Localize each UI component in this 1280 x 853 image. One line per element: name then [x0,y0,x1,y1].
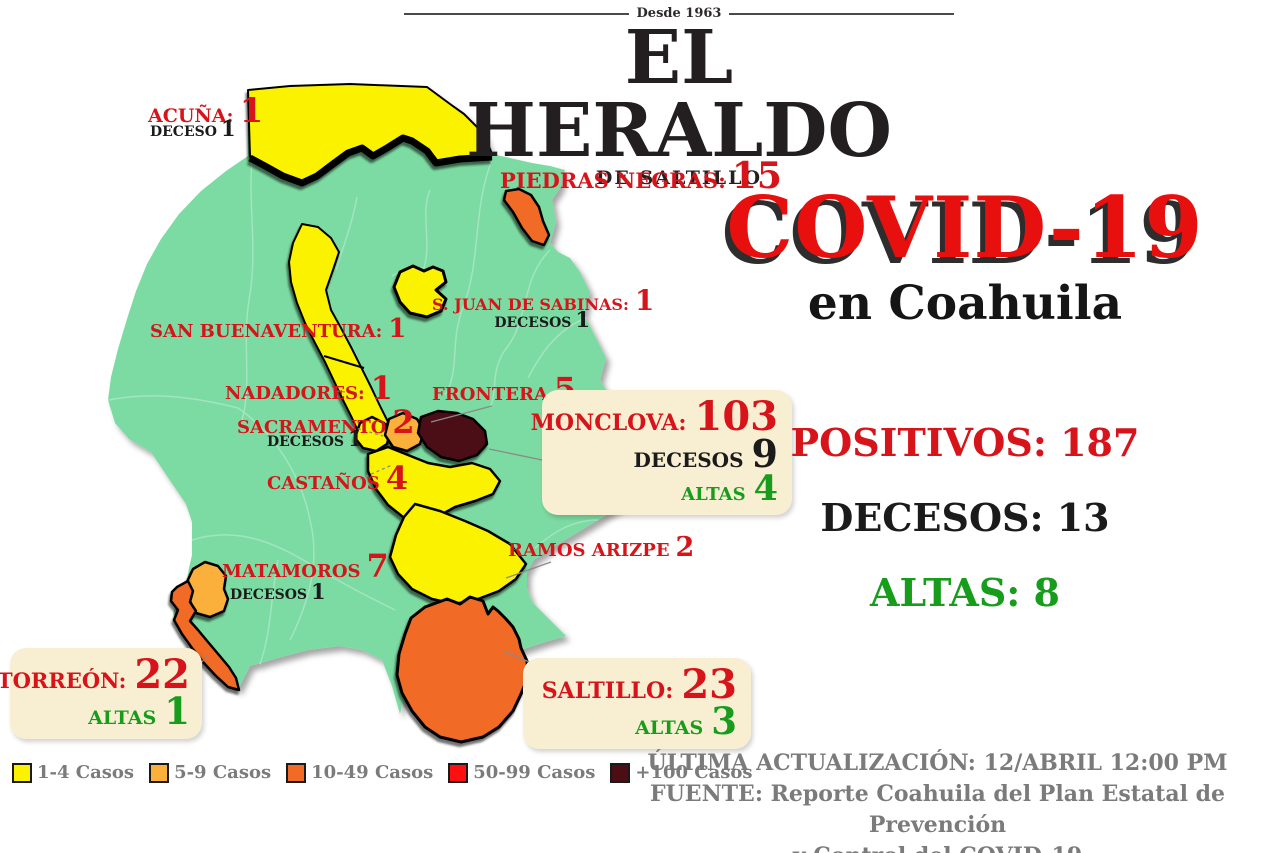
leader-nadadores [335,390,367,395]
saltillo-cases-row: SALTILLO: 23 [541,661,737,708]
footer-updated: ÚLTIMA ACTUALIZACIÓN: 12/ABRIL 12:00 PM [647,750,1228,776]
label-ramos-arizpe: RAMOS ARIZPE 2 [508,532,695,563]
label-sacramento: SACRAMENTO 2 [237,403,415,441]
label-piedras-negras: PIEDRAS NEGRAS: 15 [500,155,782,197]
legend-swatch-1-4 [12,762,32,783]
legend-item-10-49: 10-49 Casos [286,762,433,783]
legend-swatch-10-49 [286,762,307,783]
saltillo-altas-row: ALTAS 3 [635,699,737,743]
total-decesos: DECESOS: 13 [820,495,1110,540]
legend-label-50-99: 50-99 Casos [473,762,596,783]
label-acuna-deceso: DECESO 1 [150,116,236,141]
masthead: Desde 1963 EL HERALDO DE SALTILLO [404,6,954,189]
legend-swatch-5-9 [149,762,170,783]
tagline-rule-right [729,12,954,15]
monclova-infobox: MONCLOVA: 103 DECESOS 9 ALTAS 4 [531,390,792,516]
legend-item-5-9: 5-9 Casos [149,762,271,783]
label-nadadores: NADADORES: 1 [225,369,393,407]
state-outline [108,84,660,714]
region-s-juan-de-sabinas [392,264,448,319]
masthead-subtitle: DE SALTILLO [595,167,763,190]
label-sacramento-decesos: DECESOS 1 [267,426,363,451]
label-castanos: CASTAÑOS 4 [267,459,409,497]
legend-label-1-4: 1-4 Casos [37,762,135,783]
legend-item-100plus: +100 Casos [610,762,753,783]
masthead-tagline: Desde 1963 [636,6,722,21]
region-piedras-negras [502,187,551,247]
saltillo-infobox: SALTILLO: 23 ALTAS 3 [523,658,751,750]
covid-title-block: COVID-19 en Coahuila [695,178,1235,332]
tagline-rule-left [404,12,629,15]
total-positivos: POSITIVOS: 187 [790,420,1140,465]
legend-label-10-49: 10-49 Casos [311,762,434,783]
region-torreon [169,579,241,692]
legend-swatch-50-99 [448,762,469,783]
total-altas: ALTAS: 8 [870,570,1060,615]
leader-frontera [430,405,493,423]
leader-monclova [488,448,548,462]
label-matamoros-decesos: DECESOS 1 [230,579,326,604]
region-monclova [416,409,489,463]
legend-label-100plus: +100 Casos [635,762,753,783]
torreon-cases-row: TORREÓN: 22 [0,651,190,698]
torreon-altas-row: ALTAS 1 [88,689,190,733]
legend-item-1-4: 1-4 Casos [12,762,134,783]
nadadores-divider [323,355,365,369]
footer-source-line2: y Control del COVID-19 [610,841,1265,853]
covid-subtitle: en Coahuila [807,276,1123,331]
region-frontera [383,411,426,453]
leader-sacramento [351,426,384,437]
monclova-cases-row: MONCLOVA: 103 [530,393,778,440]
monclova-decesos-row: DECESOS 9 [633,431,778,476]
covid-title: COVID-19 [726,178,1204,277]
footer-source-line1: FUENTE: Reporte Coahuila del Plan Estata… [650,781,1225,838]
region-sacramento [353,415,392,453]
legend-label-5-9: 5-9 Casos [174,762,272,783]
label-matamoros: MATAMOROS 7 [222,547,389,585]
municipal-inner-borders [107,159,599,665]
masthead-title: EL HERALDO [466,15,892,174]
label-acuna: ACUÑA: 1 [148,91,264,131]
region-castanos [366,445,502,525]
legend-item-50-99: 50-99 Casos [448,762,595,783]
label-s-juan-decesos: DECESOS 1 [494,307,590,332]
footer: ÚLTIMA ACTUALIZACIÓN: 12/ABRIL 12:00 PM … [610,748,1265,853]
label-s-juan-de-sabinas: S. JUAN DE SABINAS: 1 [432,284,655,317]
legend: 1-4 Casos 5-9 Casos 10-49 Casos 50-99 Ca… [12,762,753,783]
label-san-buenaventura: SAN BUENAVENTURA: 1 [150,314,407,344]
legend-swatch-100plus [610,762,631,783]
torreon-infobox: TORREÓN: 22 ALTAS 1 [0,648,202,740]
acuna-thick-border [248,134,493,187]
leader-ramos-arizpe [505,561,552,579]
monclova-altas-row: ALTAS 4 [681,468,778,510]
masthead-tagline-row: Desde 1963 [404,6,954,21]
